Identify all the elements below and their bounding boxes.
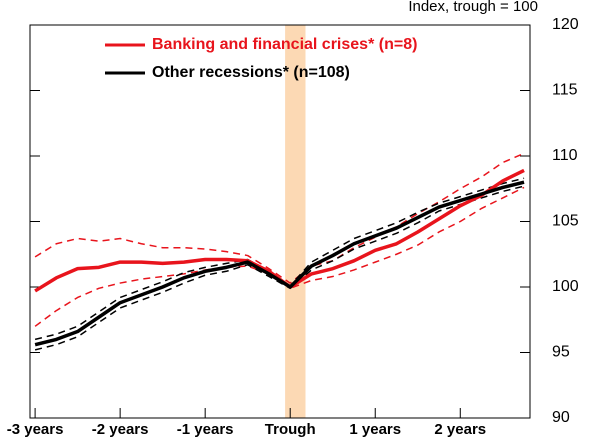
y-tick-label: 100 [552,278,579,295]
y-tick-label: 115 [552,82,578,99]
series-line [34,180,525,347]
x-tick-label: 1 years [349,421,401,438]
x-tick-label: Trough [265,421,316,438]
y-tick-label: 90 [552,409,570,426]
legend-label: Other recessions* (n=108) [152,64,350,81]
band-line [34,152,525,284]
y-tick-label: 95 [552,344,570,361]
x-tick-label: -1 years [177,421,234,438]
plot-frame [29,24,531,419]
annotation: Index, trough = 100 [408,0,538,15]
x-tick-label: -3 years [7,421,64,438]
trough-shade [285,25,306,418]
series-line [34,168,525,293]
x-tick-label: -2 years [92,421,149,438]
y-tick-label: 110 [552,147,578,164]
band-line [34,186,525,327]
legend-label: Banking and financial crises* (n=8) [152,36,417,53]
y-tick-label: 105 [552,213,579,230]
x-tick-label: 2 years [434,421,486,438]
y-tick-label: 120 [552,16,579,33]
